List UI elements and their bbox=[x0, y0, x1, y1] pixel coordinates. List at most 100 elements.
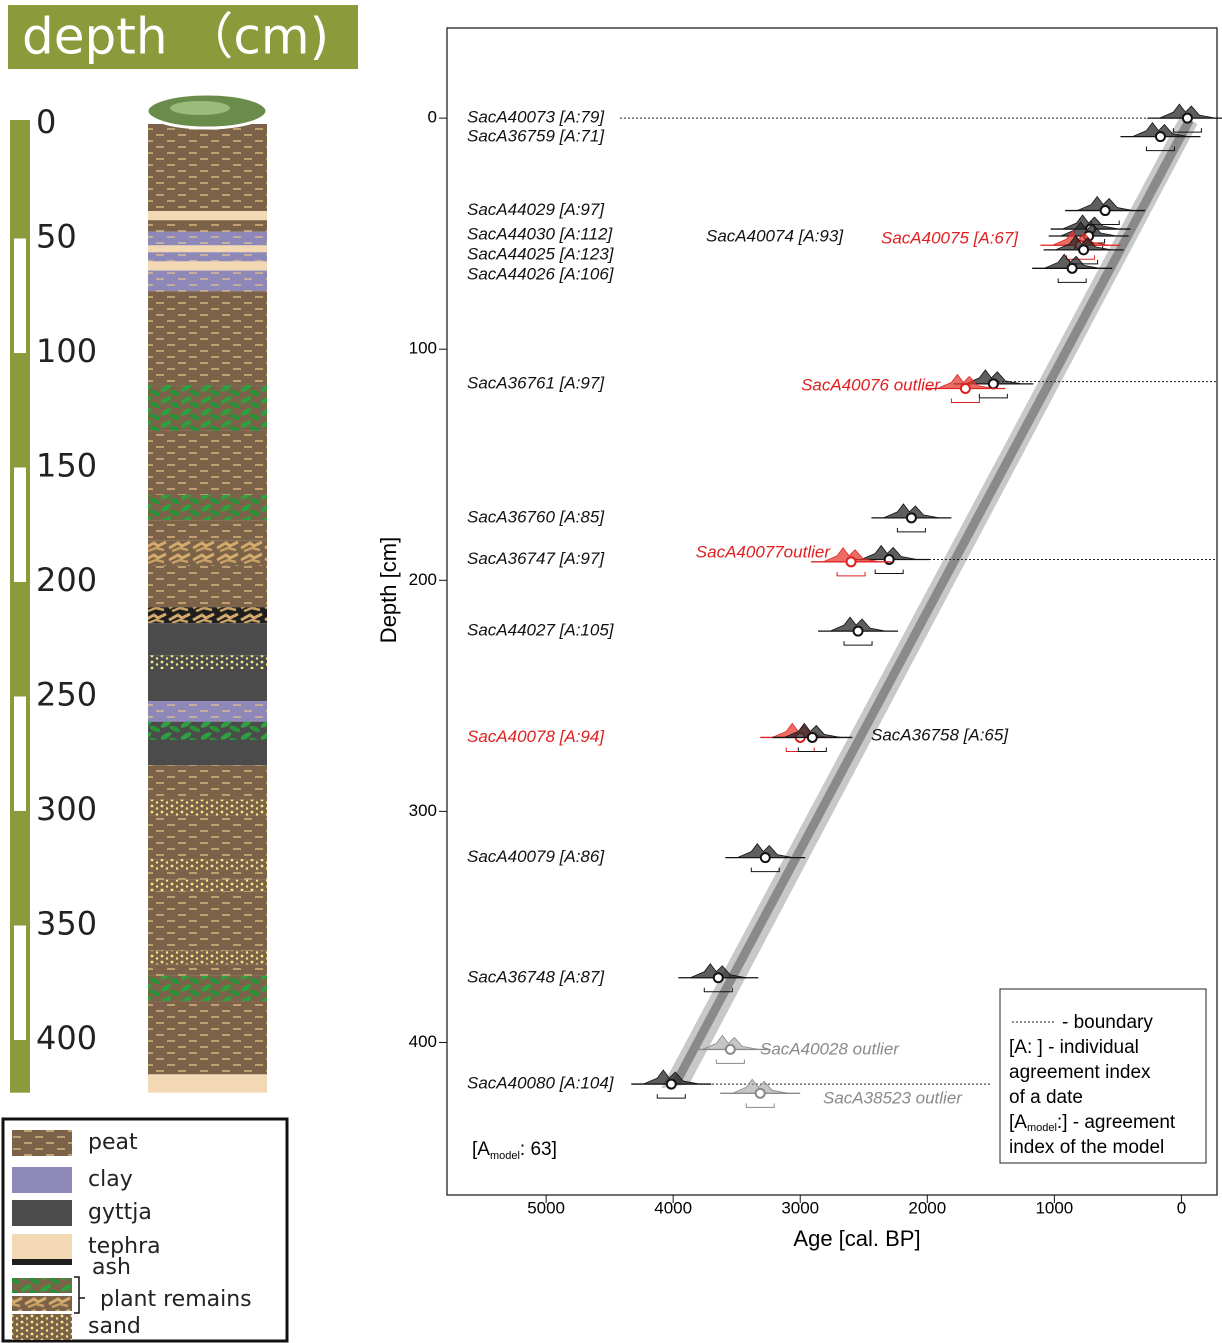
sample-label: SacA36759 [A:71] bbox=[467, 126, 605, 145]
range-bracket bbox=[750, 867, 780, 873]
x-tick-label: 2000 bbox=[908, 1198, 946, 1217]
core-layer-pattern bbox=[148, 721, 267, 741]
range-bracket bbox=[896, 527, 926, 533]
range-bracket bbox=[843, 641, 873, 646]
calibration-distribution bbox=[883, 503, 940, 519]
core-layer-pattern bbox=[148, 540, 267, 566]
legend-model-suffix: :] - agreement bbox=[1057, 1112, 1176, 1133]
core-layer bbox=[148, 245, 267, 253]
calibration-distribution bbox=[1052, 230, 1109, 246]
model-index-suffix: : 63] bbox=[520, 1139, 557, 1160]
depth-tick-label: 0 bbox=[36, 103, 56, 141]
legend-individual: agreement index bbox=[1009, 1062, 1151, 1083]
sample-point bbox=[665, 1078, 677, 1090]
core-layer-pattern bbox=[148, 950, 267, 965]
core-layer bbox=[148, 740, 267, 766]
range-bracket bbox=[874, 569, 904, 575]
depth-tick-label: 150 bbox=[36, 447, 97, 485]
legend-model-subscript: model bbox=[1027, 1122, 1057, 1134]
core-layer-pattern bbox=[148, 220, 267, 232]
core-layer bbox=[148, 623, 267, 656]
sample-label: SacA36748 [A:87] bbox=[467, 967, 605, 986]
scale-segment bbox=[14, 925, 26, 1040]
sample-point bbox=[1066, 262, 1078, 274]
sample-label: SacA44027 [A:105] bbox=[467, 621, 615, 640]
sample-label: SacA40080 [A:104] bbox=[467, 1074, 615, 1093]
x-tick-label: 5000 bbox=[527, 1198, 565, 1217]
scale-segment bbox=[14, 467, 26, 582]
calibration-distribution bbox=[829, 616, 887, 632]
range-bracket bbox=[1065, 255, 1095, 260]
title-band bbox=[8, 5, 358, 69]
model-index-prefix: [A bbox=[472, 1139, 490, 1160]
range-bracket bbox=[797, 747, 827, 752]
x-tick-label: 1000 bbox=[1035, 1198, 1073, 1217]
calibration-distribution bbox=[861, 544, 918, 560]
legend-swatch-pattern bbox=[12, 1314, 72, 1340]
x-axis-title: Age [cal. BP] bbox=[793, 1226, 920, 1251]
calibration-distribution bbox=[702, 1034, 759, 1050]
legend-label: gyttja bbox=[88, 1200, 152, 1225]
core-layer-pattern bbox=[148, 655, 267, 670]
range-bracket bbox=[950, 398, 980, 403]
range-bracket bbox=[1172, 128, 1202, 133]
depth-tick-label: 300 bbox=[36, 790, 97, 828]
legend-label: peat bbox=[88, 1130, 138, 1155]
legend-swatch bbox=[12, 1200, 72, 1226]
core-layer bbox=[148, 261, 267, 271]
core-layer bbox=[148, 669, 267, 702]
calibration-distribution bbox=[784, 722, 841, 738]
legend-label: tephra bbox=[88, 1234, 161, 1259]
sample-point bbox=[845, 556, 857, 568]
x-tick-label: 3000 bbox=[781, 1198, 819, 1217]
legend-swatch-pattern bbox=[12, 1278, 72, 1293]
core-top-grass bbox=[170, 101, 230, 115]
depth-tick-label: 400 bbox=[36, 1019, 97, 1057]
sample-point bbox=[712, 972, 724, 984]
legend-box bbox=[999, 988, 1207, 1164]
legend-label: sand bbox=[88, 1314, 141, 1339]
legend-model: [Amodel:] - agreement bbox=[1009, 1112, 1176, 1134]
depth-tick-label: 350 bbox=[36, 905, 97, 943]
calibration-distribution bbox=[732, 1078, 789, 1094]
calibration-distribution bbox=[1055, 235, 1112, 251]
y-tick-label: 300 bbox=[409, 801, 437, 820]
depth-tick-label: 250 bbox=[36, 676, 97, 714]
sample-point bbox=[754, 1087, 766, 1099]
range-bracket bbox=[836, 571, 866, 577]
core-layer-pattern bbox=[148, 124, 267, 212]
depth-tick-label: 100 bbox=[36, 332, 97, 370]
core-layer-pattern bbox=[148, 291, 267, 386]
sample-point bbox=[806, 731, 818, 743]
range-bracket bbox=[745, 1103, 775, 1108]
calibration-distribution bbox=[1159, 103, 1216, 119]
legend-individual: of a date bbox=[1009, 1087, 1083, 1108]
sample-point bbox=[1154, 131, 1166, 143]
legend-label: plant remains bbox=[100, 1287, 252, 1312]
core-layer-pattern bbox=[148, 430, 267, 495]
core-layer-pattern bbox=[148, 252, 267, 262]
sample-label: SacA40079 [A:86] bbox=[467, 847, 605, 866]
core-layer-pattern bbox=[148, 231, 267, 246]
legend-label: ash bbox=[92, 1255, 131, 1280]
y-tick-label: 200 bbox=[409, 570, 437, 589]
y-axis-title: Depth [cm] bbox=[376, 537, 401, 643]
sample-label: SacA40077outlier bbox=[696, 542, 832, 561]
core-layer-pattern bbox=[148, 565, 267, 608]
depth-tick-label: 50 bbox=[36, 218, 77, 256]
y-tick-label: 100 bbox=[409, 339, 437, 358]
model-index: [Amodel: 63] bbox=[472, 1139, 557, 1162]
x-tick-label: 4000 bbox=[654, 1198, 692, 1217]
core-layer bbox=[148, 1074, 267, 1093]
sample-label: SacA38523 outlier bbox=[823, 1088, 963, 1107]
sample-label: SacA44026 [A:106] bbox=[467, 264, 615, 283]
core-layer-pattern bbox=[148, 270, 267, 292]
sample-label: SacA40073 [A:79] bbox=[467, 107, 605, 126]
sample-label: SacA44029 [A:97] bbox=[467, 200, 605, 219]
model-band-inner bbox=[669, 118, 1194, 1087]
range-bracket bbox=[1145, 146, 1175, 152]
core-layer-pattern bbox=[148, 859, 267, 871]
calibration-distribution bbox=[643, 1069, 700, 1085]
core-layer-pattern bbox=[148, 975, 267, 1002]
sample-label: SacA36760 [A:85] bbox=[467, 507, 605, 526]
